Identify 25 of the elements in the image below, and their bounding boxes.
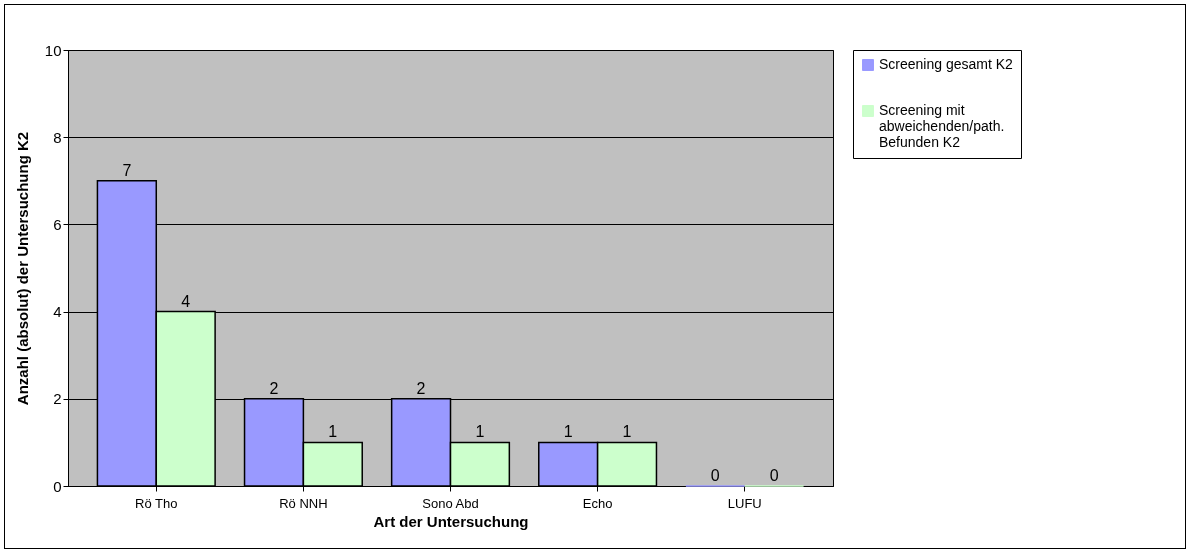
x-tick-label: Rö NNH (279, 495, 328, 511)
data-label: 1 (328, 423, 338, 441)
x-tick-label: LUFU (727, 495, 762, 511)
legend-label: Screening mit abweichenden/path. Befunden K2 (879, 102, 1005, 150)
data-label: 1 (563, 423, 573, 441)
y-tick-label: 0 (53, 477, 62, 495)
x-axis-title: Art der Untersuchung (373, 512, 529, 530)
data-label: 2 (269, 379, 279, 397)
x-tick-label: Echo (582, 495, 613, 511)
data-label: 0 (769, 467, 779, 484)
y-tick-label: 10 (44, 41, 62, 59)
data-label: 2 (416, 379, 426, 397)
x-tick-label: Rö Tho (135, 495, 178, 511)
data-label: 7 (122, 161, 132, 179)
y-tick-label: 4 (53, 303, 62, 321)
legend-label: Screening gesamt K2 (879, 56, 1014, 72)
data-label: 4 (181, 292, 191, 310)
data-label: 0 (710, 467, 720, 484)
x-tick-label: Sono Abd (422, 495, 479, 511)
data-label: 1 (475, 423, 485, 441)
y-tick-label: 2 (53, 390, 62, 408)
y-tick-label: 8 (53, 128, 62, 146)
y-tick-label: 6 (53, 215, 62, 233)
data-label: 1 (622, 423, 632, 441)
y-axis-title: Anzahl (absolut) der Untersuchung K2 (13, 131, 31, 406)
